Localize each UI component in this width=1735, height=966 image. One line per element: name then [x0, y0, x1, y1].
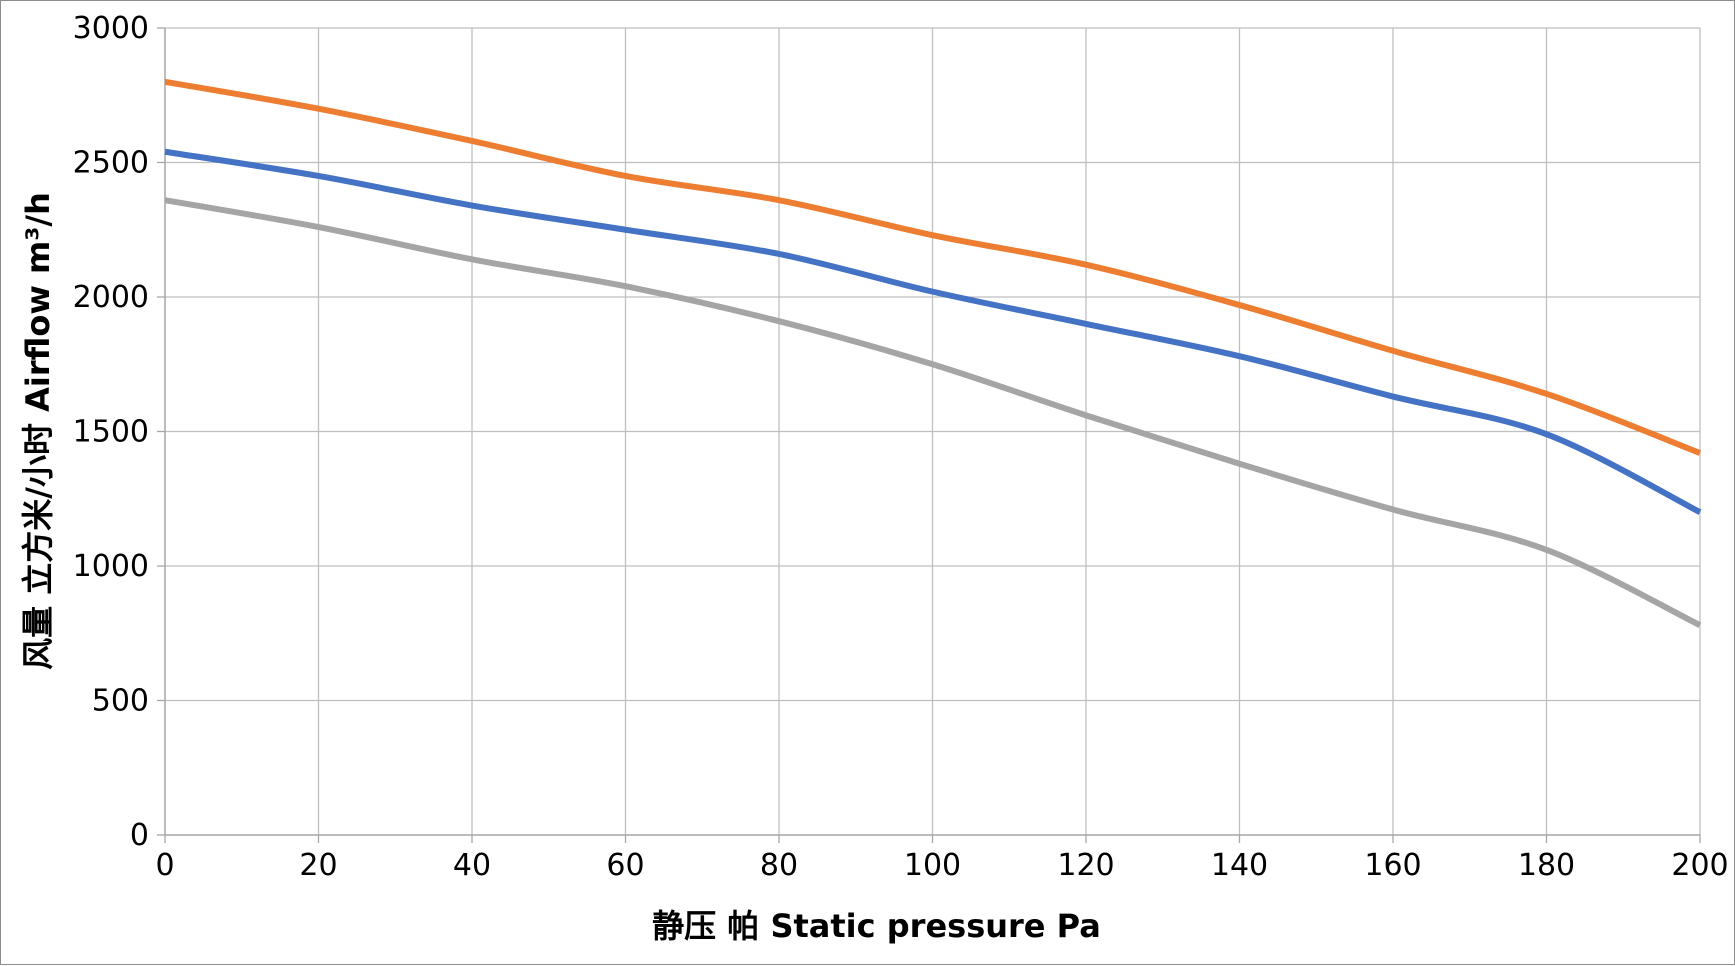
y-axis-title: 风量 立方米/小时 Airflow m³/h — [19, 192, 57, 670]
x-axis-ticks: 0 20 40 60 80 100 120 140 160 180 200 — [155, 848, 1728, 883]
x-tick-label: 20 — [299, 848, 337, 883]
series-line-gray — [164, 197, 1702, 628]
x-axis-title: 静压 帕 Static pressure Pa — [652, 907, 1101, 945]
axes — [157, 27, 1701, 843]
series-line-orange — [164, 78, 1702, 456]
x-tick-label: 180 — [1518, 848, 1575, 883]
x-tick-label: 40 — [453, 848, 491, 883]
y-tick-label: 500 — [92, 684, 149, 719]
x-tick-label: 80 — [760, 848, 798, 883]
series-line-blue — [164, 148, 1702, 515]
y-tick-label: 2000 — [73, 280, 149, 315]
y-tick-label: 1000 — [73, 549, 149, 584]
x-tick-label: 100 — [904, 848, 961, 883]
y-tick-label: 0 — [130, 818, 149, 853]
y-tick-label: 2500 — [73, 146, 149, 181]
y-tick-label: 3000 — [73, 11, 149, 46]
x-tick-label: 60 — [606, 848, 644, 883]
x-tick-label: 0 — [155, 848, 174, 883]
series-lines — [164, 78, 1702, 628]
x-tick-label: 120 — [1057, 848, 1114, 883]
y-axis-ticks: 0 500 1000 1500 2000 2500 3000 — [73, 11, 149, 853]
x-tick-label: 200 — [1671, 848, 1728, 883]
y-tick-label: 1500 — [73, 415, 149, 450]
x-tick-label: 140 — [1211, 848, 1268, 883]
grid — [165, 27, 1701, 835]
x-tick-label: 160 — [1364, 848, 1421, 883]
